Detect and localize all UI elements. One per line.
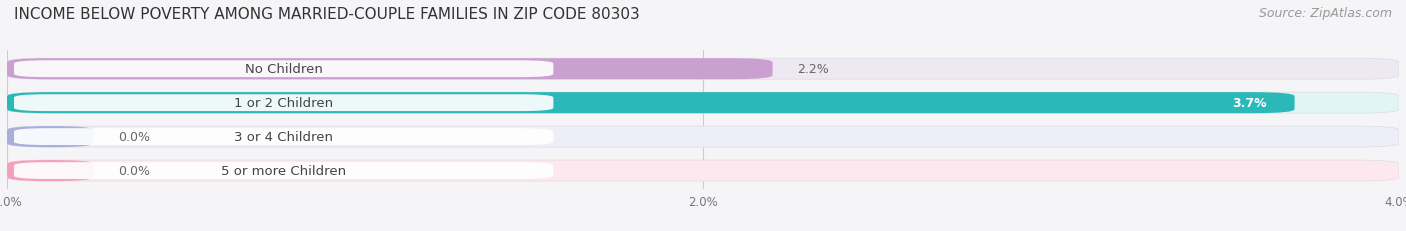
- FancyBboxPatch shape: [7, 160, 1399, 181]
- Text: 0.0%: 0.0%: [118, 131, 150, 143]
- FancyBboxPatch shape: [7, 127, 1399, 148]
- Text: Source: ZipAtlas.com: Source: ZipAtlas.com: [1258, 7, 1392, 20]
- FancyBboxPatch shape: [7, 93, 1295, 114]
- FancyBboxPatch shape: [14, 129, 554, 145]
- FancyBboxPatch shape: [7, 127, 94, 148]
- Text: 5 or more Children: 5 or more Children: [221, 164, 346, 177]
- Text: 2.2%: 2.2%: [797, 63, 828, 76]
- FancyBboxPatch shape: [14, 162, 554, 179]
- FancyBboxPatch shape: [14, 61, 554, 78]
- FancyBboxPatch shape: [7, 93, 1399, 114]
- Text: 0.0%: 0.0%: [118, 164, 150, 177]
- FancyBboxPatch shape: [7, 59, 773, 80]
- FancyBboxPatch shape: [7, 59, 1399, 80]
- Text: No Children: No Children: [245, 63, 322, 76]
- Text: 3 or 4 Children: 3 or 4 Children: [235, 131, 333, 143]
- Text: 3.7%: 3.7%: [1232, 97, 1267, 110]
- Text: 1 or 2 Children: 1 or 2 Children: [235, 97, 333, 110]
- Text: INCOME BELOW POVERTY AMONG MARRIED-COUPLE FAMILIES IN ZIP CODE 80303: INCOME BELOW POVERTY AMONG MARRIED-COUPL…: [14, 7, 640, 22]
- FancyBboxPatch shape: [7, 160, 94, 181]
- FancyBboxPatch shape: [14, 95, 554, 112]
